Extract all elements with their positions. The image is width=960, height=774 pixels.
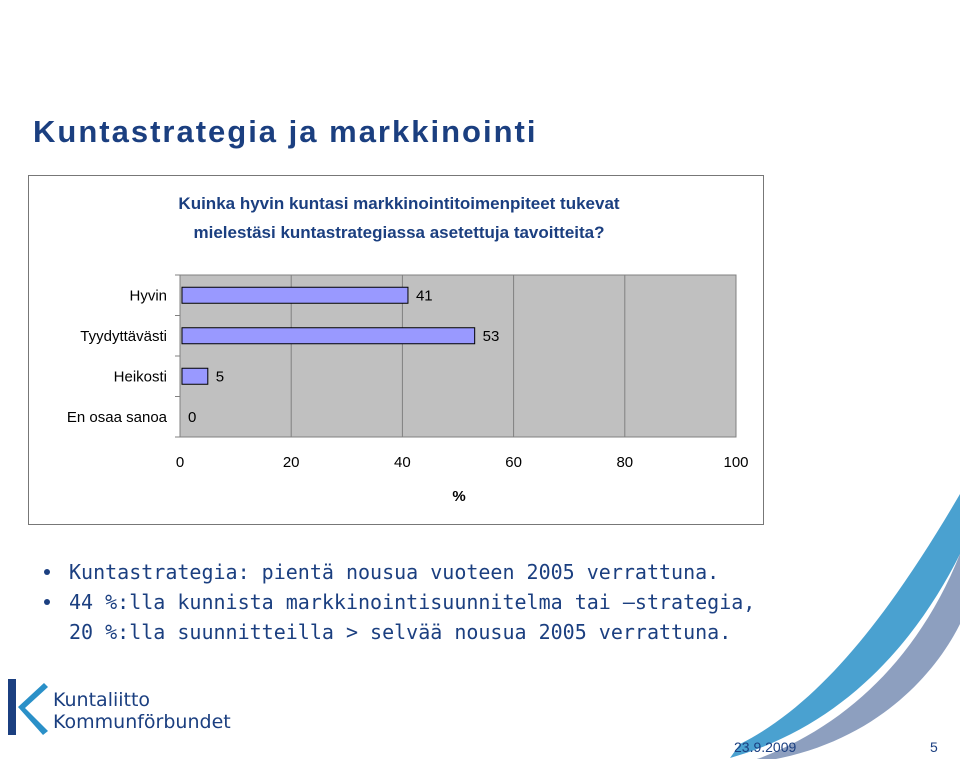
x-tick-label: 0 xyxy=(176,454,184,471)
labels: 0 20 40 60 80 100 Hyvin 41 Tyydyttävästi 53 Heikos… xyxy=(67,287,749,471)
bar-chart: Kuinka hyvin kuntasi markkinointitoimenp… xyxy=(67,194,749,505)
bullet-item-continuation: 20 %:lla suunnitteilla > selvää nousua 2… xyxy=(40,617,755,647)
bullet-text: 44 %:lla kunnista markkinointisuunnitelm… xyxy=(69,590,756,614)
chart-title-line-2: mielestäsi kuntastrategiassa asetettuja … xyxy=(194,223,605,242)
bullet-item: 44 %:lla kunnista markkinointisuunnitelm… xyxy=(40,587,755,617)
bar xyxy=(181,367,209,385)
corner-swoosh xyxy=(720,494,960,774)
bullet-dot-icon xyxy=(44,569,50,575)
x-tick-label: 100 xyxy=(723,454,748,471)
x-tick-label: 40 xyxy=(394,454,411,471)
bar xyxy=(181,286,409,304)
data-label: 41 xyxy=(416,287,433,304)
page-number: 5 xyxy=(930,739,938,755)
x-tick-label: 60 xyxy=(505,454,522,471)
category-label: Heikosti xyxy=(114,368,167,385)
footer-date: 23.9.2009 xyxy=(734,739,797,755)
logo-line-2: Kommunförbundet xyxy=(53,711,231,733)
category-label: Hyvin xyxy=(129,287,167,304)
logo-k-icon xyxy=(8,679,48,735)
chart-title-line-1: Kuinka hyvin kuntasi markkinointitoimenp… xyxy=(178,194,619,213)
x-tick-label: 80 xyxy=(616,454,633,471)
bullet-dot-icon xyxy=(44,599,50,605)
bullet-text: Kuntastrategia: pientä nousua vuoteen 20… xyxy=(69,560,720,584)
data-label: 5 xyxy=(216,368,224,385)
bullet-text: 20 %:lla suunnitteilla > selvää nousua 2… xyxy=(69,620,732,644)
chart-container: Kuinka hyvin kuntasi markkinointitoimenp… xyxy=(28,175,764,525)
bars xyxy=(181,286,476,385)
bullet-item: Kuntastrategia: pientä nousua vuoteen 20… xyxy=(40,557,755,587)
bar xyxy=(181,327,476,345)
slide-title: Kuntastrategia ja markkinointi xyxy=(33,114,538,149)
category-label: En osaa sanoa xyxy=(67,409,168,426)
logo-line-1: Kuntaliitto xyxy=(53,689,151,711)
data-label: 53 xyxy=(483,328,500,345)
data-label: 0 xyxy=(188,409,196,426)
x-tick-label: 20 xyxy=(283,454,300,471)
bullet-list: Kuntastrategia: pientä nousua vuoteen 20… xyxy=(40,557,755,647)
kuntaliitto-logo: Kuntaliitto Kommunförbundet xyxy=(6,675,256,745)
x-axis-title: % xyxy=(452,488,465,505)
category-label: Tyydyttävästi xyxy=(80,328,167,345)
